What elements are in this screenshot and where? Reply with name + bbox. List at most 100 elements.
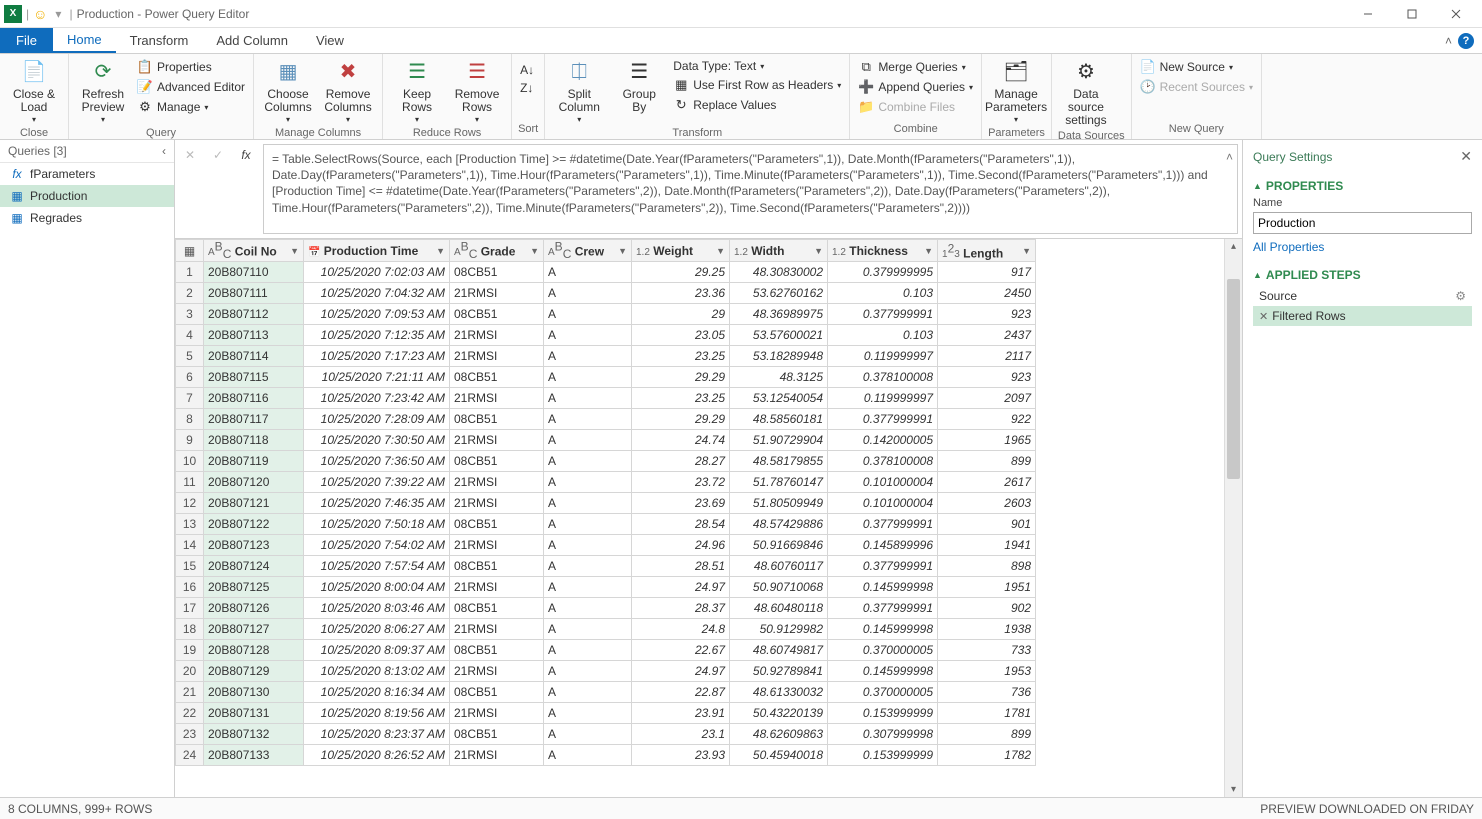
tab-transform[interactable]: Transform — [116, 28, 203, 53]
cell[interactable]: 29.29 — [632, 367, 730, 388]
cell[interactable]: A — [544, 325, 632, 346]
query-item-production[interactable]: ▦Production — [0, 185, 174, 207]
remove-columns-button[interactable]: ✖Remove Columns▾ — [320, 56, 376, 127]
cell[interactable]: 21RMSI — [450, 661, 544, 682]
tab-view[interactable]: View — [302, 28, 358, 53]
cell[interactable]: 0.119999997 — [828, 388, 938, 409]
table-row[interactable]: 2020B80712910/25/2020 8:13:02 AM21RMSIA2… — [176, 661, 1036, 682]
table-row[interactable]: 1120B80712010/25/2020 7:39:22 AM21RMSIA2… — [176, 472, 1036, 493]
query-item-fparameters[interactable]: fxfParameters — [0, 163, 174, 185]
cell[interactable]: 51.78760147 — [730, 472, 828, 493]
cell[interactable]: 0.145899996 — [828, 535, 938, 556]
refresh-preview-button[interactable]: ⟳ Refresh Preview▾ — [75, 56, 131, 127]
cell[interactable]: 923 — [938, 304, 1036, 325]
formula-input[interactable]: = Table.SelectRows(Source, each [Product… — [263, 144, 1238, 234]
first-row-headers-button[interactable]: ▦Use First Row as Headers ▾ — [671, 76, 843, 94]
cell[interactable]: 48.61330032 — [730, 682, 828, 703]
cell[interactable]: 20B807110 — [204, 262, 304, 283]
filter-dropdown-icon[interactable]: ▼ — [290, 246, 299, 256]
table-row[interactable]: 2320B80713210/25/2020 8:23:37 AM08CB51A2… — [176, 724, 1036, 745]
cell[interactable]: 20B807124 — [204, 556, 304, 577]
row-number[interactable]: 14 — [176, 535, 204, 556]
cell[interactable]: 48.3125 — [730, 367, 828, 388]
table-row[interactable]: 920B80711810/25/2020 7:30:50 AM21RMSIA24… — [176, 430, 1036, 451]
cell[interactable]: 20B807129 — [204, 661, 304, 682]
table-row[interactable]: 1220B80712110/25/2020 7:46:35 AM21RMSIA2… — [176, 493, 1036, 514]
cell[interactable]: 53.18289948 — [730, 346, 828, 367]
cell[interactable]: 1781 — [938, 703, 1036, 724]
cell[interactable]: 10/25/2020 7:04:32 AM — [304, 283, 450, 304]
cell[interactable]: 0.145999998 — [828, 577, 938, 598]
cell[interactable]: 10/25/2020 7:39:22 AM — [304, 472, 450, 493]
query-item-regrades[interactable]: ▦Regrades — [0, 207, 174, 229]
cell[interactable]: 24.8 — [632, 619, 730, 640]
cell[interactable]: 50.45940018 — [730, 745, 828, 766]
cell[interactable]: 23.91 — [632, 703, 730, 724]
cell[interactable]: 48.36989975 — [730, 304, 828, 325]
table-row[interactable]: 2120B80713010/25/2020 8:16:34 AM08CB51A2… — [176, 682, 1036, 703]
help-icon[interactable]: ? — [1458, 33, 1474, 49]
cell[interactable]: 53.57600021 — [730, 325, 828, 346]
scroll-down-icon[interactable]: ▾ — [1225, 784, 1242, 795]
cell[interactable]: 0.145999998 — [828, 619, 938, 640]
table-row[interactable]: 220B80711110/25/2020 7:04:32 AM21RMSIA23… — [176, 283, 1036, 304]
cell[interactable]: 20B807113 — [204, 325, 304, 346]
cell[interactable]: 898 — [938, 556, 1036, 577]
split-column-button[interactable]: ⎅Split Column▾ — [551, 56, 607, 127]
cell[interactable]: 20B807133 — [204, 745, 304, 766]
column-header-crew[interactable]: ABC Crew▼ — [544, 240, 632, 262]
row-number[interactable]: 2 — [176, 283, 204, 304]
cell[interactable]: 917 — [938, 262, 1036, 283]
cell[interactable]: 10/25/2020 7:21:11 AM — [304, 367, 450, 388]
cell[interactable]: 20B807123 — [204, 535, 304, 556]
new-source-button[interactable]: 📄New Source ▾ — [1138, 58, 1255, 76]
row-number[interactable]: 5 — [176, 346, 204, 367]
cell[interactable]: A — [544, 745, 632, 766]
cell[interactable]: 23.1 — [632, 724, 730, 745]
cell[interactable]: 0.153999999 — [828, 745, 938, 766]
cell[interactable]: 48.58560181 — [730, 409, 828, 430]
cell[interactable]: 28.54 — [632, 514, 730, 535]
cell[interactable]: 20B807125 — [204, 577, 304, 598]
cell[interactable]: 1965 — [938, 430, 1036, 451]
sort-desc-button[interactable]: Z↓ — [518, 80, 536, 96]
tab-add-column[interactable]: Add Column — [202, 28, 302, 53]
cell[interactable]: A — [544, 682, 632, 703]
cell[interactable]: 733 — [938, 640, 1036, 661]
row-number[interactable]: 9 — [176, 430, 204, 451]
cell[interactable]: 20B807114 — [204, 346, 304, 367]
row-number[interactable]: 10 — [176, 451, 204, 472]
row-number[interactable]: 21 — [176, 682, 204, 703]
cell[interactable]: 20B807112 — [204, 304, 304, 325]
table-row[interactable]: 1520B80712410/25/2020 7:57:54 AM08CB51A2… — [176, 556, 1036, 577]
cell[interactable]: 50.9129982 — [730, 619, 828, 640]
cell[interactable]: 48.57429886 — [730, 514, 828, 535]
cell[interactable]: A — [544, 430, 632, 451]
table-row[interactable]: 1320B80712210/25/2020 7:50:18 AM08CB51A2… — [176, 514, 1036, 535]
close-load-button[interactable]: 📄 Close & Load▾ — [6, 56, 62, 127]
cell[interactable]: 2097 — [938, 388, 1036, 409]
cell[interactable]: 899 — [938, 724, 1036, 745]
cell[interactable]: 51.90729904 — [730, 430, 828, 451]
row-number[interactable]: 20 — [176, 661, 204, 682]
row-number[interactable]: 17 — [176, 598, 204, 619]
cell[interactable]: 0.377999991 — [828, 409, 938, 430]
cell[interactable]: 21RMSI — [450, 745, 544, 766]
close-settings-icon[interactable]: ✕ — [1460, 148, 1472, 165]
vertical-scrollbar[interactable]: ▴ ▾ — [1224, 239, 1242, 797]
table-row[interactable]: 2420B80713310/25/2020 8:26:52 AM21RMSIA2… — [176, 745, 1036, 766]
cell[interactable]: 922 — [938, 409, 1036, 430]
cell[interactable]: A — [544, 346, 632, 367]
cell[interactable]: 1941 — [938, 535, 1036, 556]
cell[interactable]: 10/25/2020 8:06:27 AM — [304, 619, 450, 640]
cell[interactable]: 0.377999991 — [828, 556, 938, 577]
cell[interactable]: 50.43220139 — [730, 703, 828, 724]
cell[interactable]: 20B807126 — [204, 598, 304, 619]
cell[interactable]: 10/25/2020 7:28:09 AM — [304, 409, 450, 430]
table-row[interactable]: 1820B80712710/25/2020 8:06:27 AM21RMSIA2… — [176, 619, 1036, 640]
data-type-button[interactable]: Data Type: Text ▾ — [671, 58, 843, 74]
cell[interactable]: 20B807118 — [204, 430, 304, 451]
cell[interactable]: 10/25/2020 7:36:50 AM — [304, 451, 450, 472]
cell[interactable]: 48.30830002 — [730, 262, 828, 283]
table-row[interactable]: 320B80711210/25/2020 7:09:53 AM08CB51A29… — [176, 304, 1036, 325]
